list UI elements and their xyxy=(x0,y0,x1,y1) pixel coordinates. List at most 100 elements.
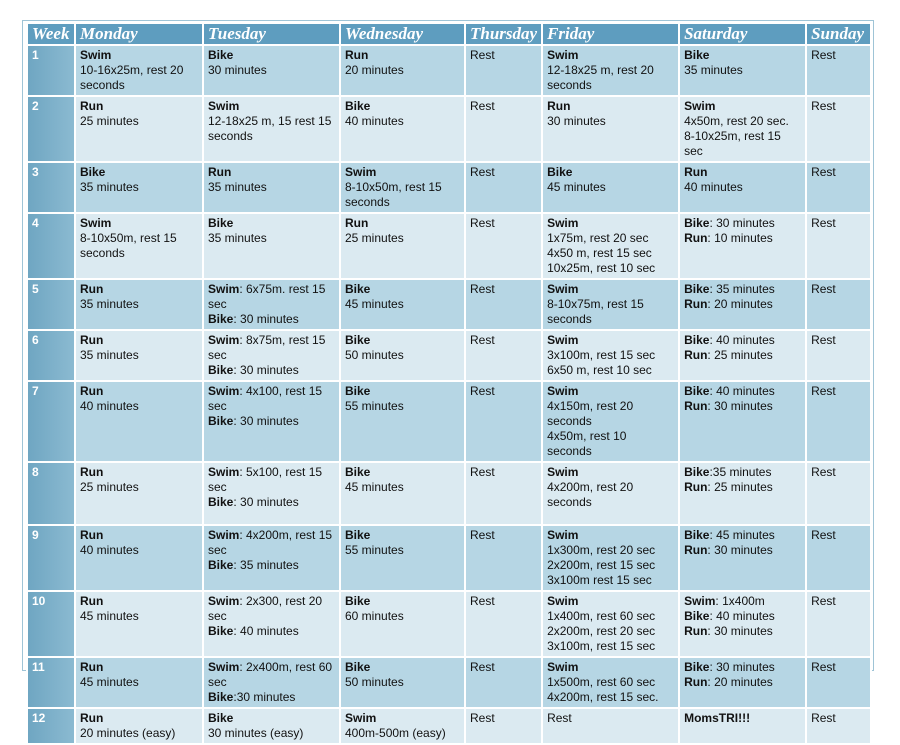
activity: Bike xyxy=(684,333,710,347)
detail: : 1x400m xyxy=(715,594,765,608)
cell-line: Run xyxy=(345,48,460,63)
week-row: 6 Run 35 minutes Swim: 8x75m, rest 15 sec Bi… xyxy=(26,329,873,382)
cell-line: Run xyxy=(80,711,198,726)
detail: Rest xyxy=(470,660,495,674)
detail: Rest xyxy=(470,282,495,296)
week-number: 2 xyxy=(26,95,76,163)
detail: 40 minutes xyxy=(345,114,404,128)
cell-line: Swim xyxy=(547,594,674,609)
day-cell: Swim: 6x75m. rest 15 sec Bike: 30 minutes xyxy=(202,278,341,331)
cell-line: Rest xyxy=(811,333,866,348)
detail: 4x50m, rest 10 seconds xyxy=(547,429,627,458)
cell-line: Run xyxy=(80,333,198,348)
cell-line: Bike xyxy=(345,384,460,399)
activity: Bike xyxy=(345,594,371,608)
cell-line: Bike: 30 minutes xyxy=(208,495,335,510)
cell-line: Rest xyxy=(811,99,866,114)
detail: 1x75m, rest 20 sec xyxy=(547,231,649,245)
cell-line: Bike: 30 minutes xyxy=(208,363,335,378)
detail: : 20 minutes xyxy=(707,297,773,311)
cell-line: 35 minutes xyxy=(80,348,198,363)
activity: Bike xyxy=(684,465,710,479)
day-cell: Swim 400m-500m (easy) xyxy=(339,707,466,745)
cell-line: 45 minutes xyxy=(345,297,460,312)
activity: Bike xyxy=(345,465,371,479)
day-cell: Rest xyxy=(463,590,544,658)
detail: Rest xyxy=(470,165,495,179)
day-cell: Run 30 minutes xyxy=(541,95,681,163)
column-header: Sunday xyxy=(805,22,873,46)
activity: Run xyxy=(80,384,104,398)
cell-line: Swim xyxy=(547,465,674,480)
cell-line: Bike xyxy=(345,528,460,543)
detail: 45 minutes xyxy=(80,675,139,689)
detail: 45 minutes xyxy=(80,609,139,623)
activity: Run xyxy=(684,624,708,638)
cell-line: 4x200m, rest 15 sec. xyxy=(547,690,674,705)
activity: Run xyxy=(80,594,104,608)
activity: Bike xyxy=(208,363,234,377)
cell-line: 12-18x25 m, rest 20 seconds xyxy=(547,63,674,93)
week-row: 9 Run 40 minutes Swim: 4x200m, rest 15 sec B… xyxy=(26,524,873,592)
activity: Swim xyxy=(547,282,579,296)
activity: Bike xyxy=(208,216,234,230)
detail: : 4x100, rest 15 sec xyxy=(208,384,323,413)
cell-line: 4x150m, rest 20 seconds xyxy=(547,399,674,429)
activity: Run xyxy=(684,165,708,179)
detail: Rest xyxy=(470,594,495,608)
activity: Swim xyxy=(547,465,579,479)
cell-line: Rest xyxy=(811,216,866,231)
activity: Bike xyxy=(208,558,234,572)
cell-line: Bike: 35 minutes xyxy=(208,558,335,573)
activity: Swim xyxy=(208,594,240,608)
cell-line: Swim xyxy=(547,48,674,63)
detail: Rest xyxy=(470,48,495,62)
detail: 35 minutes xyxy=(80,180,139,194)
cell-line: Rest xyxy=(811,165,866,180)
day-cell: Rest xyxy=(463,380,544,463)
detail: : 4x200m, rest 15 sec xyxy=(208,528,333,557)
detail: Rest xyxy=(811,594,836,608)
detail: 2x200m, rest 15 sec xyxy=(547,558,656,572)
detail: 40 minutes xyxy=(80,399,139,413)
day-cell: Rest xyxy=(463,212,544,280)
column-header: Monday xyxy=(74,22,204,46)
cell-line: Rest xyxy=(470,282,537,297)
day-cell: Bike: 35 minutes Run: 20 minutes xyxy=(678,278,808,331)
cell-line: 35 minutes xyxy=(208,180,335,195)
week-number: 9 xyxy=(26,524,76,592)
day-cell: Rest xyxy=(541,707,681,745)
week-row: 1 Swim 10-16x25m, rest 20 seconds Bike 30 mi… xyxy=(26,44,873,97)
cell-line: Run xyxy=(345,216,460,231)
activity: Run xyxy=(80,465,104,479)
week-number: 10 xyxy=(26,590,76,658)
detail: Rest xyxy=(811,282,836,296)
day-cell: Swim 12-18x25 m, rest 20 seconds xyxy=(541,44,681,97)
cell-line: 40 minutes xyxy=(684,180,801,195)
cell-line: 40 minutes xyxy=(80,543,198,558)
cell-line: Rest xyxy=(811,660,866,675)
cell-line: 4x50m, rest 10 seconds xyxy=(547,429,674,459)
cell-line: 2x200m, rest 15 sec xyxy=(547,558,674,573)
detail: : 45 minutes xyxy=(709,528,775,542)
detail: Rest xyxy=(811,711,836,725)
cell-line: 8-10x25m, rest 15 sec xyxy=(684,129,801,159)
cell-line: Swim xyxy=(684,99,801,114)
cell-line: 1x400m, rest 60 sec xyxy=(547,609,674,624)
activity: Bike xyxy=(208,48,234,62)
cell-line: Rest xyxy=(470,48,537,63)
cell-line: Swim xyxy=(547,282,674,297)
detail: 35 minutes xyxy=(684,63,743,77)
cell-line: 20 minutes (easy) xyxy=(80,726,198,741)
day-cell: Bike 30 minutes xyxy=(202,44,341,97)
cell-line: Rest xyxy=(470,594,537,609)
week-row: 2 Run 25 minutes Swim 12-18x25 m, 15 rest 15… xyxy=(26,95,873,163)
day-cell: Run 25 minutes xyxy=(339,212,466,280)
day-cell: Run 35 minutes xyxy=(74,278,204,331)
detail: Rest xyxy=(811,216,836,230)
activity: Run xyxy=(345,48,369,62)
day-cell: Bike 55 minutes xyxy=(339,524,466,592)
cell-line: Run: 10 minutes xyxy=(684,231,801,246)
detail: 400m-500m (easy) xyxy=(345,726,446,740)
cell-line: Bike: 30 minutes xyxy=(684,660,801,675)
